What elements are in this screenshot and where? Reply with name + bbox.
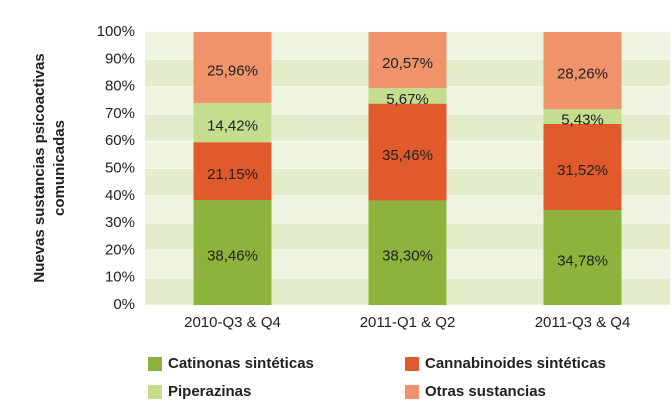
legend-swatch (405, 357, 419, 371)
bar-segment (368, 103, 447, 201)
data-label: 28,26% (557, 66, 608, 83)
y-tick-label: 100% (97, 23, 135, 40)
data-label: 21,15% (207, 166, 258, 183)
legend-label: Catinonas sintéticas (168, 355, 314, 372)
legend-label: Piperazinas (168, 383, 251, 400)
legend-swatch (405, 385, 419, 399)
bar-segment (193, 102, 272, 143)
y-tick-label: 70% (105, 105, 135, 122)
data-label: 34,78% (557, 252, 608, 269)
legend-swatch (148, 357, 162, 371)
data-label: 31,52% (557, 162, 608, 179)
legend-label: Otras sustancias (425, 383, 546, 400)
bar-segment (543, 124, 622, 211)
y-tick-label: 40% (105, 187, 135, 204)
bar-segment (193, 32, 272, 103)
data-label: 38,30% (382, 248, 433, 265)
data-label: 20,57% (382, 55, 433, 72)
data-label: 5,43% (561, 112, 604, 129)
y-tick-label: 0% (113, 296, 135, 313)
y-tick-label: 20% (105, 241, 135, 258)
bar-segment (368, 88, 447, 104)
bar-segment (368, 200, 447, 305)
y-tick-label: 10% (105, 269, 135, 286)
bar-segment (543, 210, 622, 305)
data-label: 35,46% (382, 147, 433, 164)
y-tick-label: 90% (105, 50, 135, 67)
data-label: 14,42% (207, 118, 258, 135)
bar-segment (368, 32, 447, 89)
y-tick-label: 30% (105, 214, 135, 231)
y-axis-title: comunicadas (51, 120, 68, 216)
y-tick-label: 50% (105, 159, 135, 176)
data-label: 5,67% (386, 91, 429, 108)
x-tick-label: 2010-Q3 & Q4 (184, 314, 281, 331)
data-label: 25,96% (207, 62, 258, 79)
legend-swatch (148, 385, 162, 399)
x-tick-label: 2011-Q1 & Q2 (360, 314, 456, 331)
y-axis-title: Nuevas sustancias psicoactivas (31, 53, 48, 282)
y-tick-label: 80% (105, 78, 135, 95)
data-label: 38,46% (207, 247, 258, 264)
x-tick-label: 2011-Q3 & Q4 (535, 314, 631, 331)
bar-segment (193, 142, 272, 201)
bar-segment (193, 200, 272, 305)
bar-segment (543, 109, 622, 125)
y-tick-label: 60% (105, 132, 135, 149)
legend-label: Cannabinoides sintéticas (425, 355, 606, 372)
bar-segment (543, 32, 622, 110)
